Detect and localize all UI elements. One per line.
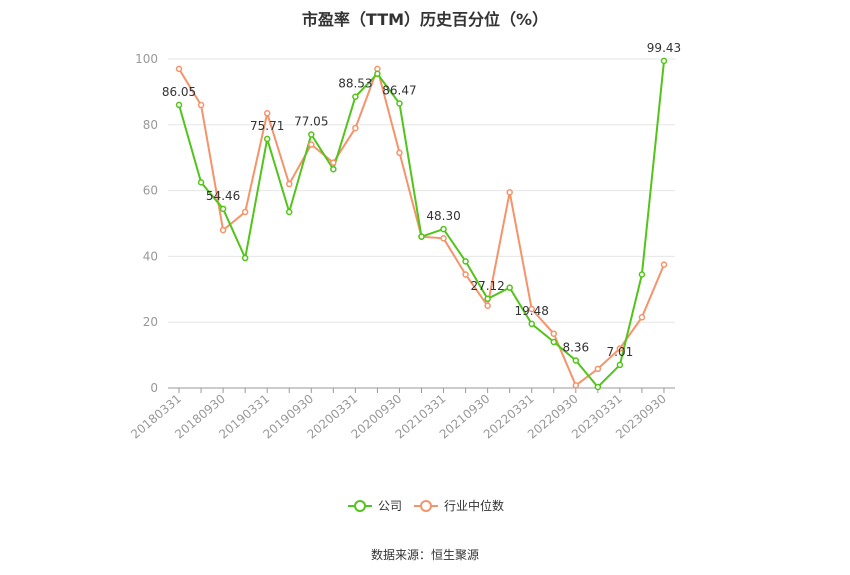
data-point xyxy=(175,65,183,73)
data-point xyxy=(506,188,513,196)
data-point xyxy=(263,110,271,117)
data-point xyxy=(462,271,469,278)
legend-marker xyxy=(420,500,432,512)
x-axis: 2018033120180930201903312019093020200331… xyxy=(128,387,675,442)
data-point xyxy=(528,320,535,328)
data-label: 48.30 xyxy=(426,209,460,223)
data-point xyxy=(175,101,183,109)
legend-label: 公司 xyxy=(378,499,402,513)
data-point xyxy=(219,226,227,234)
data-point xyxy=(308,131,315,138)
data-point xyxy=(285,180,293,188)
data-label: 8.36 xyxy=(562,340,589,354)
data-point xyxy=(528,305,535,313)
data-point xyxy=(197,101,205,109)
data-point xyxy=(330,165,337,173)
data-point xyxy=(572,382,580,389)
data-label: 86.47 xyxy=(382,84,416,98)
data-labels: 86.05 54.46 75.71 77.05 88.53 86.47 48.30 27.12… xyxy=(162,41,681,359)
data-point xyxy=(352,124,359,132)
data-point xyxy=(550,338,558,346)
data-point xyxy=(638,314,646,321)
data-point xyxy=(241,254,249,262)
y-tick-label: 20 xyxy=(143,315,158,329)
data-point xyxy=(462,258,469,265)
y-tick-label: 60 xyxy=(143,184,158,198)
data-point xyxy=(330,159,337,166)
legend-label: 行业中位数 xyxy=(444,498,504,513)
data-point xyxy=(506,284,513,291)
data-point xyxy=(594,365,602,373)
y-tick-label: 0 xyxy=(150,381,158,395)
data-point xyxy=(263,135,271,143)
data-point xyxy=(285,208,293,216)
legend-marker xyxy=(354,500,366,512)
y-tick-label: 40 xyxy=(143,249,158,263)
y-axis: 0 20 40 60 80 100 xyxy=(135,52,158,395)
data-point xyxy=(550,330,558,337)
data-point xyxy=(484,302,491,309)
data-point xyxy=(219,205,227,213)
data-label: 99.43 xyxy=(647,41,681,55)
legend: 公司 行业中位数 xyxy=(348,498,504,513)
series-points xyxy=(175,57,668,391)
data-point xyxy=(440,235,447,242)
data-point xyxy=(594,383,602,391)
y-tick-label: 100 xyxy=(135,52,158,66)
data-point xyxy=(396,149,403,157)
data-point xyxy=(418,233,425,240)
data-label: 75.71 xyxy=(250,119,284,133)
data-point xyxy=(484,295,491,303)
data-point xyxy=(374,70,381,78)
data-point xyxy=(241,208,249,216)
data-point xyxy=(616,361,624,369)
data-label: 54.46 xyxy=(206,189,240,203)
data-point xyxy=(638,271,646,278)
data-source: 数据来源：恒生聚源 xyxy=(370,548,479,562)
data-label: 27.12 xyxy=(470,279,504,293)
grid-lines xyxy=(168,58,675,323)
data-label: 77.05 xyxy=(294,115,328,129)
chart-title: 市盈率（TTM）历史百分位（%） xyxy=(301,10,549,29)
series-lines xyxy=(178,60,665,389)
data-label: 7.01 xyxy=(607,345,634,359)
data-point xyxy=(197,179,205,186)
data-label: 88.53 xyxy=(338,77,372,91)
data-point xyxy=(440,225,447,233)
data-point xyxy=(308,141,315,148)
y-tick-label: 80 xyxy=(143,118,158,132)
data-point xyxy=(352,93,359,100)
data-point xyxy=(396,100,403,107)
data-point xyxy=(660,57,668,65)
data-point xyxy=(616,345,624,352)
data-point xyxy=(572,357,580,364)
data-label: 86.05 xyxy=(162,85,196,99)
series-line xyxy=(178,60,665,389)
data-point xyxy=(660,261,668,268)
data-label: 19.48 xyxy=(515,304,549,318)
